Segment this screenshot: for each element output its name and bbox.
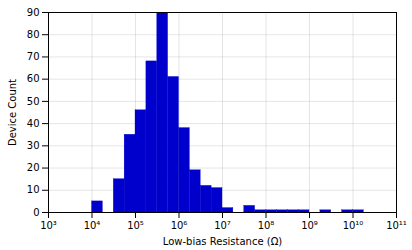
svg-text:60: 60 [27,73,40,84]
svg-text:90: 90 [27,7,40,18]
svg-text:30: 30 [27,140,40,151]
svg-text:20: 20 [27,162,40,173]
svg-text:80: 80 [27,29,40,40]
svg-text:10³: 10³ [40,220,57,231]
svg-text:Low-bias Resistance (Ω): Low-bias Resistance (Ω) [163,236,283,247]
svg-text:10¹⁰: 10¹⁰ [343,220,364,231]
svg-text:10¹¹: 10¹¹ [386,220,407,231]
svg-text:70: 70 [27,51,40,62]
svg-text:10⁴: 10⁴ [84,220,101,231]
svg-text:10⁸: 10⁸ [258,220,275,231]
svg-text:10⁷: 10⁷ [214,220,231,231]
svg-text:10: 10 [27,184,40,195]
svg-text:10⁹: 10⁹ [301,220,318,231]
svg-text:10⁶: 10⁶ [171,220,188,231]
svg-text:Device Count: Device Count [7,79,18,146]
svg-text:10⁵: 10⁵ [127,220,144,231]
svg-text:50: 50 [27,96,40,107]
svg-text:0: 0 [33,207,39,218]
svg-text:40: 40 [27,118,40,129]
